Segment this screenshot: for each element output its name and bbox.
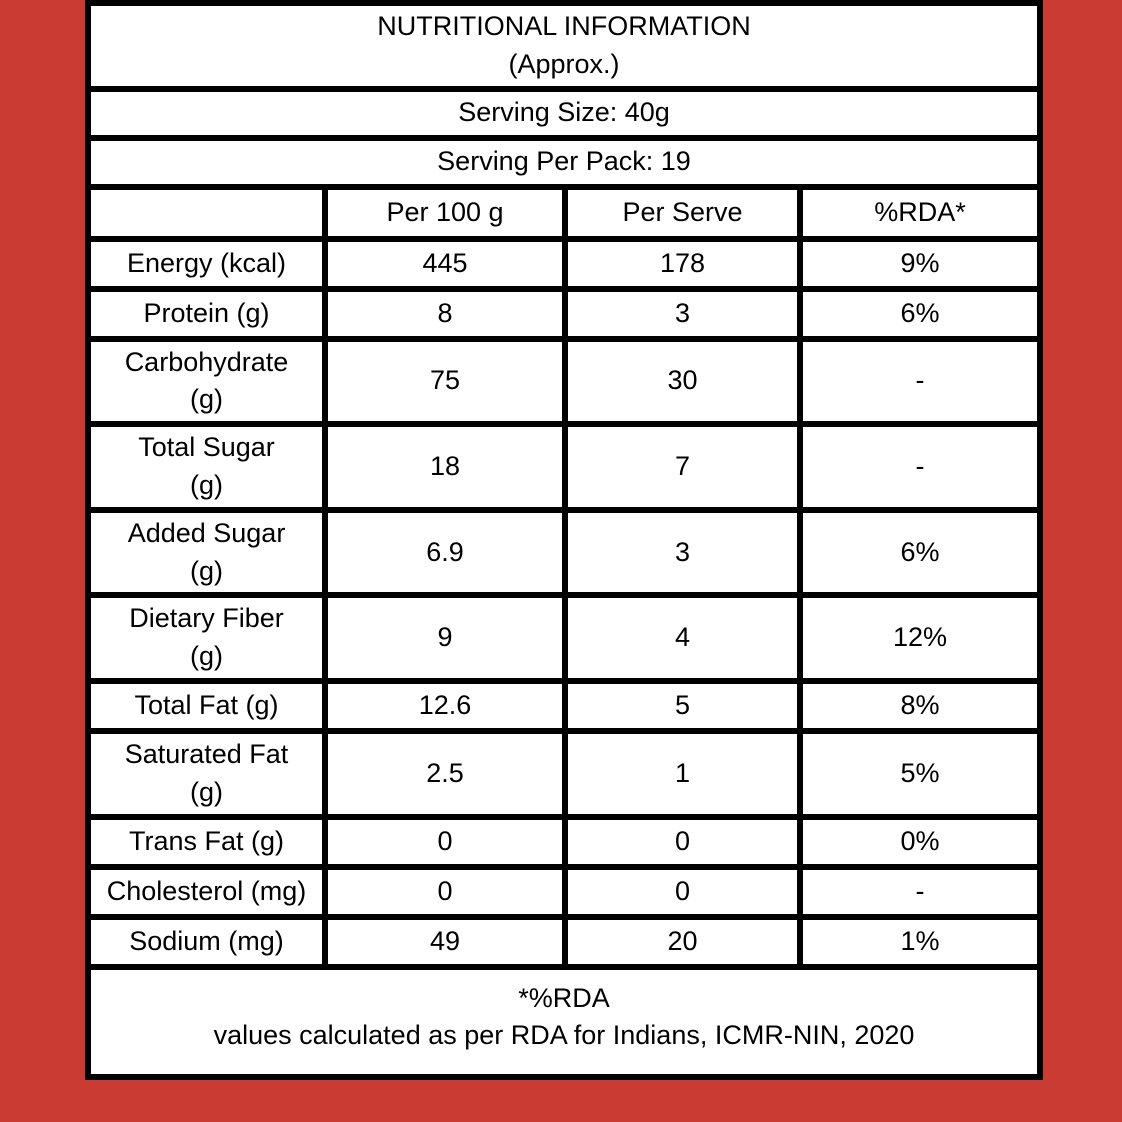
table-row-trans-fat: Trans Fat (g) 0 0 0%: [85, 813, 1043, 870]
value-cell: 7: [562, 421, 803, 513]
value-cell: 20: [562, 913, 803, 970]
column-header-row: Per 100 g Per Serve %RDA*: [85, 183, 1043, 242]
column-header-per-serve: Per Serve: [562, 183, 803, 242]
value-cell: 3: [562, 506, 803, 599]
value-cell: -: [797, 335, 1043, 428]
row-label: Carbohydrate (g): [85, 335, 328, 428]
value-cell: 12.6: [322, 677, 568, 734]
serving-per-pack: Serving Per Pack: 19: [85, 134, 1043, 190]
row-label: Energy (kcal): [85, 235, 328, 292]
value-cell: 6%: [797, 285, 1043, 342]
table-row-added-sugar: Added Sugar (g) 6.9 3 6%: [85, 506, 1043, 599]
table-row-total-sugar: Total Sugar (g) 18 7 -: [85, 421, 1043, 513]
row-label: Cholesterol (mg): [85, 863, 328, 920]
column-header-per-100g: Per 100 g: [322, 183, 568, 242]
value-cell: 18: [322, 421, 568, 513]
value-cell: 3: [562, 285, 803, 342]
table-row-total-fat: Total Fat (g) 12.6 5 8%: [85, 677, 1043, 734]
table-row-cholesterol: Cholesterol (mg) 0 0 -: [85, 863, 1043, 920]
value-cell: 445: [322, 235, 568, 292]
value-cell: 5%: [797, 727, 1043, 820]
value-cell: 0: [322, 863, 568, 920]
table-row-energy: Energy (kcal) 445 178 9%: [85, 235, 1043, 292]
row-label: Added Sugar (g): [85, 506, 328, 599]
value-cell: 2.5: [322, 727, 568, 820]
table-row-carbohydrate: Carbohydrate (g) 75 30 -: [85, 335, 1043, 428]
table-row-protein: Protein (g) 8 3 6%: [85, 285, 1043, 342]
row-label: Total Fat (g): [85, 677, 328, 734]
value-cell: -: [797, 863, 1043, 920]
value-cell: 8%: [797, 677, 1043, 734]
value-cell: 178: [562, 235, 803, 292]
table-row-saturated-fat: Saturated Fat (g) 2.5 1 5%: [85, 727, 1043, 820]
table-title: NUTRITIONAL INFORMATION (Approx.): [85, 0, 1043, 92]
nutrition-table: NUTRITIONAL INFORMATION (Approx.) Servin…: [85, 0, 1043, 1080]
table-row-sodium: Sodium (mg) 49 20 1%: [85, 913, 1043, 970]
value-cell: 4: [562, 592, 803, 684]
value-cell: 5: [562, 677, 803, 734]
column-header-blank: [85, 183, 328, 242]
row-label: Sodium (mg): [85, 913, 328, 970]
rda-footnote: *%RDA values calculated as per RDA for I…: [85, 963, 1043, 1080]
value-cell: 1%: [797, 913, 1043, 970]
value-cell: 6.9: [322, 506, 568, 599]
value-cell: 6%: [797, 506, 1043, 599]
title-row: NUTRITIONAL INFORMATION (Approx.): [85, 0, 1043, 92]
value-cell: 12%: [797, 592, 1043, 684]
value-cell: 1: [562, 727, 803, 820]
value-cell: 30: [562, 335, 803, 428]
row-label: Trans Fat (g): [85, 813, 328, 870]
value-cell: -: [797, 421, 1043, 513]
value-cell: 8: [322, 285, 568, 342]
value-cell: 0: [322, 813, 568, 870]
value-cell: 0: [562, 813, 803, 870]
value-cell: 49: [322, 913, 568, 970]
footnote-row: *%RDA values calculated as per RDA for I…: [85, 963, 1043, 1080]
serving-size: Serving Size: 40g: [85, 85, 1043, 141]
row-label: Total Sugar (g): [85, 421, 328, 513]
value-cell: 0%: [797, 813, 1043, 870]
table-row-dietary-fiber: Dietary Fiber (g) 9 4 12%: [85, 592, 1043, 684]
value-cell: 9%: [797, 235, 1043, 292]
value-cell: 0: [562, 863, 803, 920]
value-cell: 9: [322, 592, 568, 684]
serving-size-row: Serving Size: 40g: [85, 85, 1043, 141]
column-header-rda: %RDA*: [797, 183, 1043, 242]
row-label: Protein (g): [85, 285, 328, 342]
row-label: Dietary Fiber (g): [85, 592, 328, 684]
value-cell: 75: [322, 335, 568, 428]
serving-per-pack-row: Serving Per Pack: 19: [85, 134, 1043, 190]
row-label: Saturated Fat (g): [85, 727, 328, 820]
